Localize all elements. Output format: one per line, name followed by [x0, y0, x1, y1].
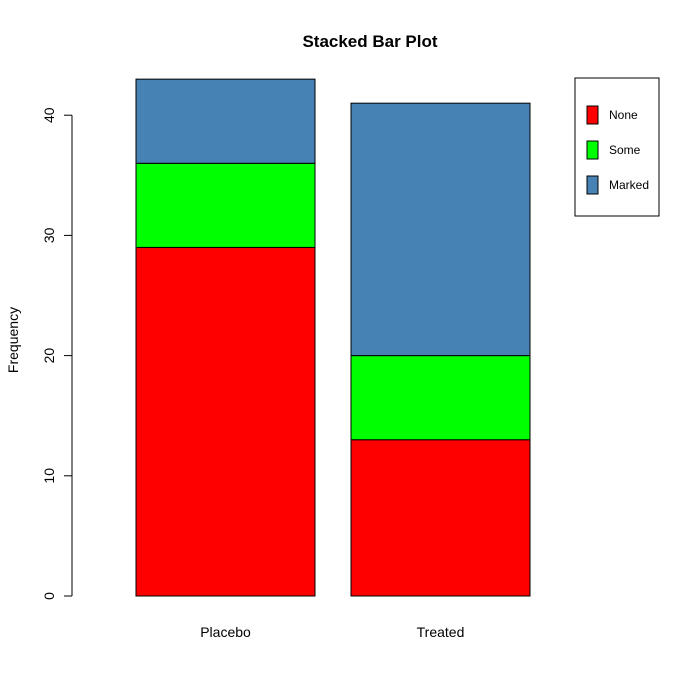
legend: None Some Marked — [574, 77, 660, 217]
bar-treated-marked — [350, 102, 531, 357]
y-tick-label: 30 — [41, 227, 57, 243]
bar-placebo-marked — [135, 78, 316, 164]
y-axis: 0 10 20 30 40 — [41, 107, 73, 600]
chart-title: Stacked Bar Plot — [302, 32, 437, 51]
legend-swatch-none — [586, 105, 599, 125]
x-axis-labels: Placebo Treated — [200, 624, 464, 640]
x-tick-label: Placebo — [200, 624, 251, 640]
x-tick-label: Treated — [417, 624, 465, 640]
y-tick-label: 0 — [41, 592, 57, 600]
y-axis-label: Frequency — [5, 307, 21, 373]
bars — [135, 78, 531, 597]
bar-placebo-none — [135, 246, 316, 597]
legend-label-none: None — [609, 108, 638, 122]
legend-swatch-some — [586, 140, 599, 160]
y-tick-label: 20 — [41, 348, 57, 364]
legend-label-marked: Marked — [609, 178, 649, 192]
legend-swatch-marked — [586, 175, 599, 195]
y-tick-label: 40 — [41, 107, 57, 123]
bar-treated-none — [350, 439, 531, 597]
y-tick-label: 10 — [41, 468, 57, 484]
bar-treated-some — [350, 355, 531, 441]
legend-label-some: Some — [609, 143, 641, 157]
bar-placebo-some — [135, 162, 316, 248]
